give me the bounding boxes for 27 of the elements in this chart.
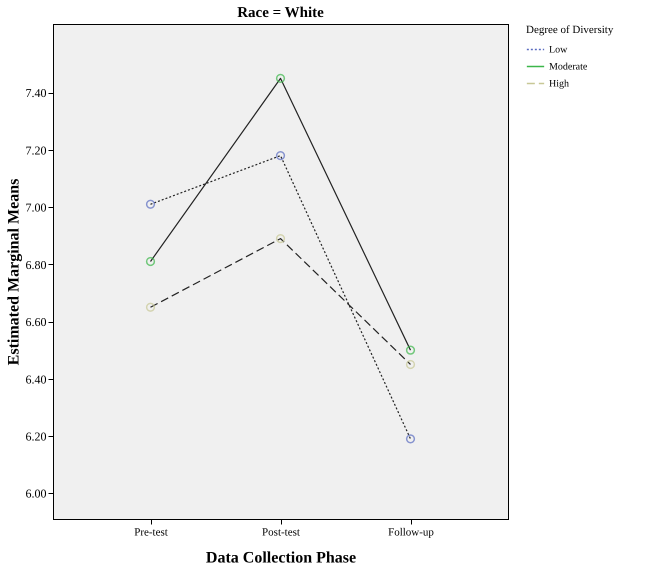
legend-title: Degree of Diversity xyxy=(526,24,614,36)
point xyxy=(276,234,286,244)
x-tick-label: Pre-test xyxy=(134,526,168,538)
legend-label: Moderate xyxy=(549,62,588,72)
point xyxy=(146,256,156,266)
y-tick-label: 7.00 xyxy=(26,200,46,215)
y-tick-label: 6.40 xyxy=(26,372,46,386)
y-tick-label: 6.80 xyxy=(26,258,46,272)
y-tick-label: 7.20 xyxy=(26,143,46,158)
y-tick-label: 6.20 xyxy=(26,430,46,444)
y-tick-label: 6.00 xyxy=(26,486,46,501)
legend-label: Low xyxy=(549,44,568,56)
point xyxy=(406,346,416,355)
point xyxy=(406,360,416,370)
chart-title: Race = White xyxy=(237,5,324,21)
x-tick-label: Post-test xyxy=(262,526,300,538)
y-tick-label: 7.40 xyxy=(26,86,46,100)
point xyxy=(146,302,156,312)
point xyxy=(276,74,286,83)
point xyxy=(406,434,416,444)
y-tick-label: 6.60 xyxy=(26,315,46,330)
y-axis-title: Estimated Marginal Means xyxy=(6,178,22,366)
point xyxy=(276,151,286,160)
legend-label: High xyxy=(549,78,569,90)
x-tick-label: Follow-up xyxy=(388,526,434,538)
x-axis-title: Data Collection Phase xyxy=(206,550,356,566)
point xyxy=(146,200,156,209)
